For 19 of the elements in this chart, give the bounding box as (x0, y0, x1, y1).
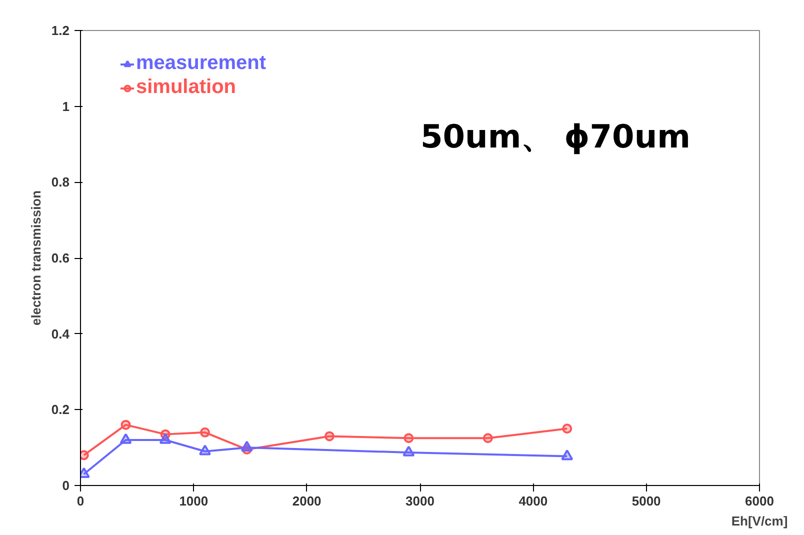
y-tick-label: 0.4 (51, 326, 70, 342)
x-tick-label: 6000 (745, 494, 774, 508)
x-tick-label: 1000 (179, 494, 208, 508)
y-tick-label: 0.8 (51, 174, 70, 190)
x-axis-title: Eh[V/cm] (731, 514, 788, 528)
legend-label: simulation (136, 76, 236, 99)
x-tick-label: 4000 (518, 494, 548, 508)
y-tick-label: 0.6 (51, 250, 70, 266)
y-tick-label: 0.2 (51, 402, 70, 418)
x-tick-label: 2000 (292, 494, 322, 508)
y-tick-label: 0 (62, 478, 70, 493)
legend-label: measurement (136, 52, 266, 75)
annotation: 50um、 ϕ70um (420, 118, 690, 156)
x-tick-label: 5000 (632, 494, 661, 508)
y-tick-label: 1.2 (51, 23, 70, 38)
x-tick-label: 3000 (406, 494, 434, 508)
y-axis-title: electron transmission (28, 190, 44, 326)
y-tick-label: 1 (62, 98, 70, 114)
x-tick-label: 0 (76, 494, 84, 508)
